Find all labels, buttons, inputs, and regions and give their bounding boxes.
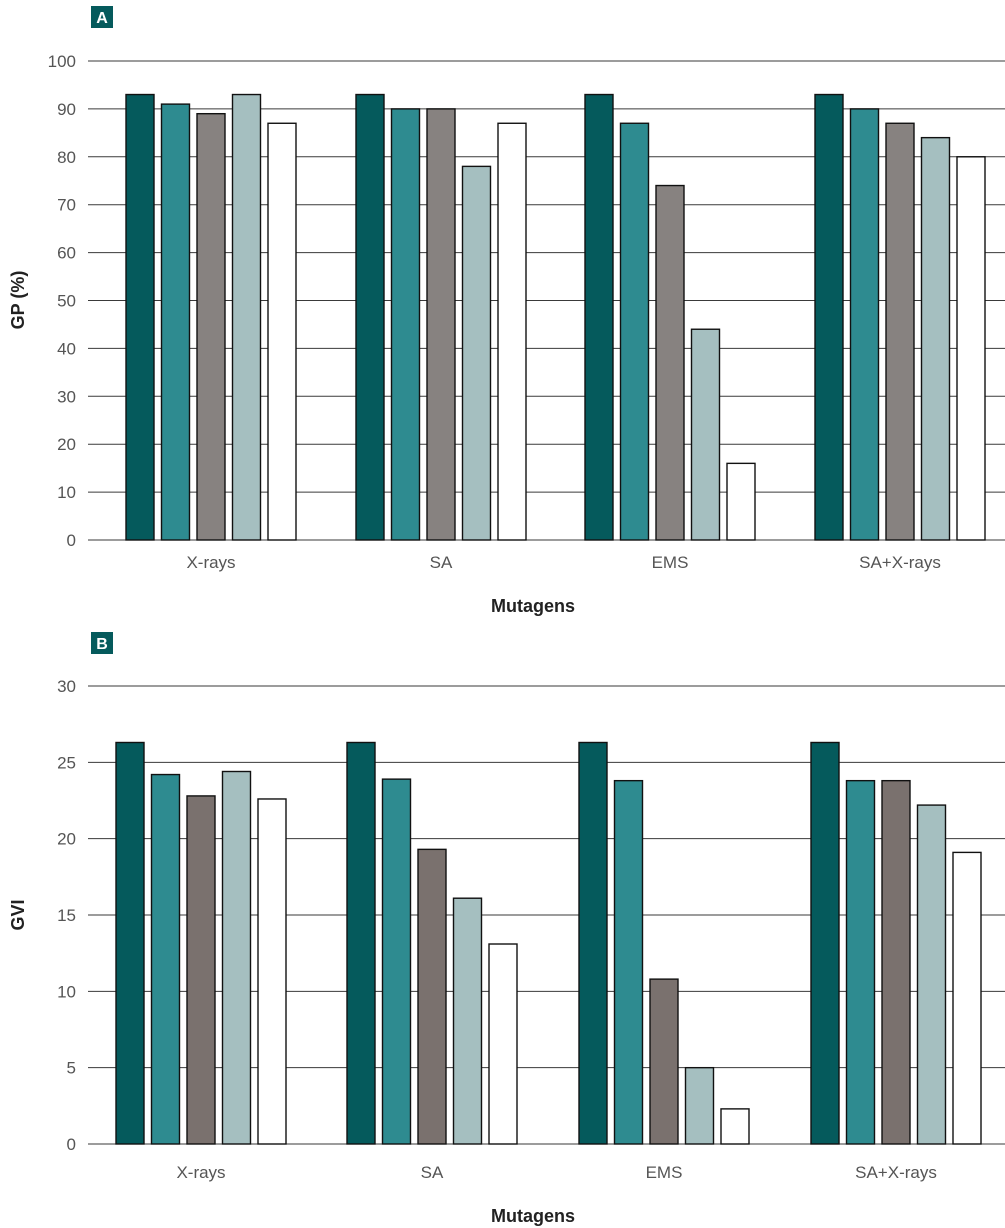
x-tick-label: EMS <box>652 553 689 572</box>
bar <box>619 122 650 541</box>
x-tick-label: EMS <box>646 1163 683 1182</box>
y-tick-label: 90 <box>57 100 76 119</box>
bar <box>417 848 447 1145</box>
bar <box>952 851 982 1145</box>
panel-a-chart: A 0 10 20 30 40 50 60 70 80 90 100 X-rays SA EMS SA+X… <box>8 6 1005 616</box>
y-tick-label: 50 <box>57 292 76 311</box>
panel-b-chart: B 0 5 10 15 20 25 30 X-rays SA EMS SA+X-rays Muta… <box>8 632 1005 1226</box>
bar <box>221 770 252 1145</box>
bar <box>649 978 679 1145</box>
y-tick-label: 20 <box>57 830 76 849</box>
bar <box>584 93 614 541</box>
panel-b-label: B <box>96 636 108 653</box>
bar <box>160 103 191 541</box>
bar <box>810 741 840 1145</box>
bar <box>125 93 155 541</box>
bar <box>497 122 527 541</box>
bar <box>390 108 421 541</box>
bar <box>578 741 608 1145</box>
panel-a-x-axis-title: Mutagens <box>491 596 575 616</box>
panel-a-y-axis-title: GP (%) <box>8 271 28 330</box>
y-tick-label: 30 <box>57 677 76 696</box>
bar <box>684 1066 715 1145</box>
y-tick-label: 15 <box>57 906 76 925</box>
x-tick-label: SA+X-rays <box>859 553 941 572</box>
bar <box>381 778 412 1145</box>
bar <box>488 943 518 1145</box>
y-tick-label: 80 <box>57 148 76 167</box>
bar <box>452 897 483 1145</box>
y-tick-label: 5 <box>67 1059 76 1078</box>
bar <box>355 93 385 541</box>
bar <box>814 93 844 541</box>
bar <box>956 156 986 541</box>
y-tick-label: 60 <box>57 244 76 263</box>
y-tick-label: 0 <box>67 1135 76 1154</box>
bar <box>845 779 876 1145</box>
y-tick-label: 0 <box>67 531 76 550</box>
bar <box>849 108 880 541</box>
x-tick-label: X-rays <box>186 553 235 572</box>
bar <box>920 136 951 541</box>
x-tick-label: SA+X-rays <box>855 1163 937 1182</box>
bar <box>186 795 216 1145</box>
bar <box>461 165 492 541</box>
bar <box>346 741 376 1145</box>
bar <box>881 779 911 1145</box>
x-tick-label: SA <box>421 1163 444 1182</box>
bar <box>150 773 181 1145</box>
y-tick-label: 30 <box>57 387 76 406</box>
y-tick-label: 20 <box>57 435 76 454</box>
y-tick-label: 100 <box>48 52 76 71</box>
y-tick-label: 25 <box>57 753 76 772</box>
bar <box>231 93 262 541</box>
bar <box>916 804 947 1145</box>
bar <box>690 328 721 541</box>
bar <box>196 112 226 541</box>
y-tick-label: 10 <box>57 483 76 502</box>
bar <box>257 798 287 1145</box>
panel-b-label-box <box>91 632 113 654</box>
x-tick-label: SA <box>430 553 453 572</box>
y-tick-label: 70 <box>57 196 76 215</box>
bar <box>655 184 685 541</box>
bar <box>115 741 145 1145</box>
bar <box>720 1108 750 1145</box>
bar <box>885 122 915 541</box>
panel-a-label: A <box>96 10 108 27</box>
y-tick-label: 10 <box>57 982 76 1001</box>
panel-b-x-axis-title: Mutagens <box>491 1206 575 1226</box>
panel-a-label-box <box>91 6 113 28</box>
bar <box>613 779 644 1145</box>
bar <box>426 108 456 541</box>
bar <box>726 462 756 541</box>
bar <box>267 122 297 541</box>
y-tick-label: 40 <box>57 339 76 358</box>
x-tick-label: X-rays <box>176 1163 225 1182</box>
panel-b-y-axis-title: GVI <box>8 899 28 930</box>
